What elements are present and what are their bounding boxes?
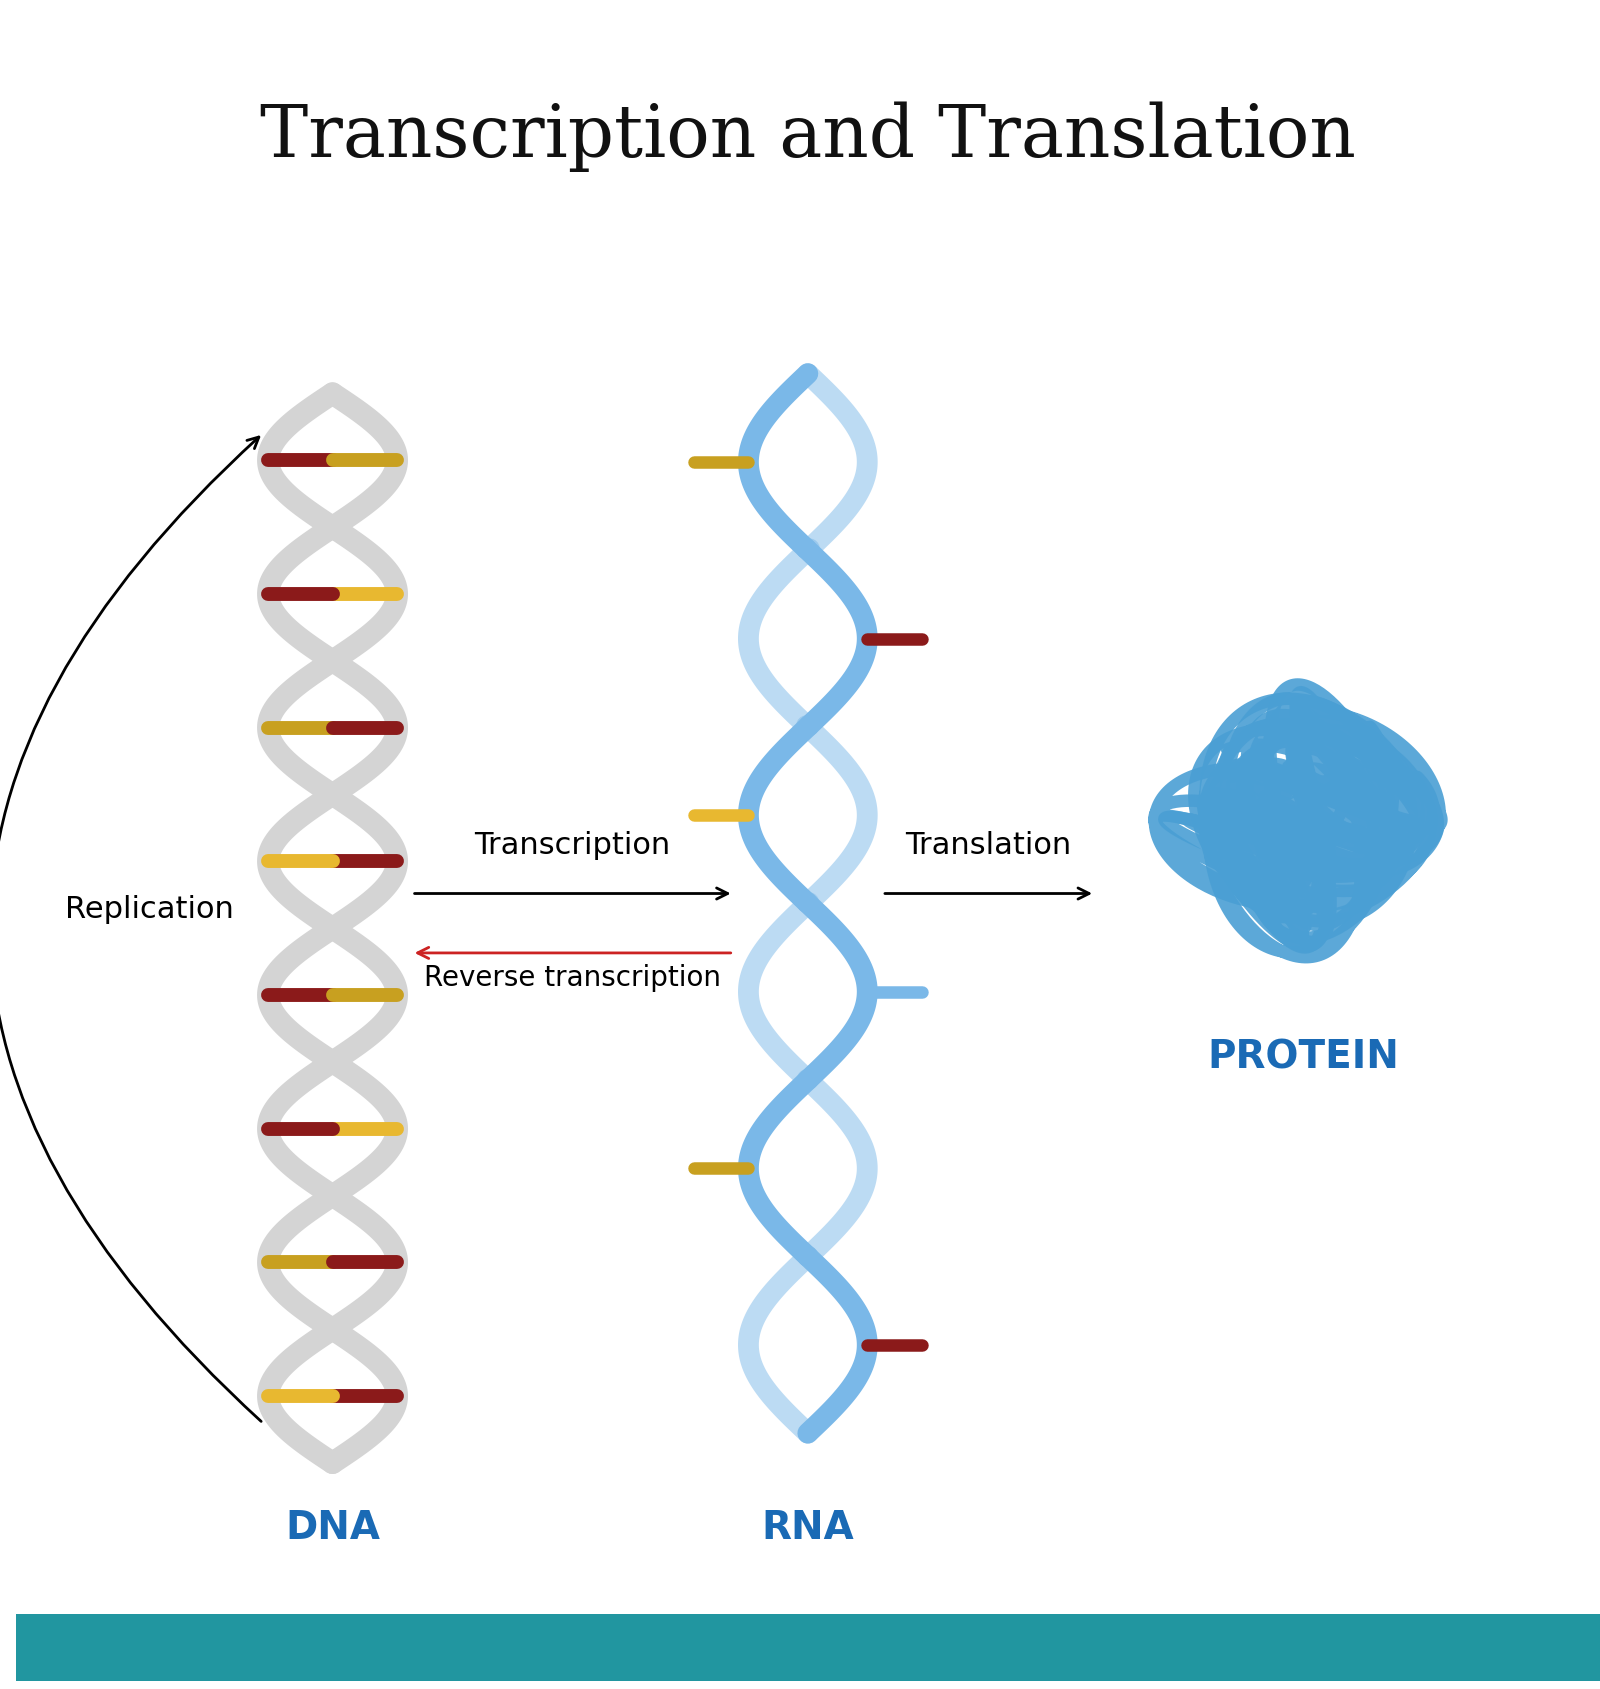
Text: Translation: Translation xyxy=(906,831,1072,860)
Text: Transcription: Transcription xyxy=(475,831,670,860)
Text: PROTEIN: PROTEIN xyxy=(1206,1039,1398,1076)
Text: Reverse transcription: Reverse transcription xyxy=(424,963,722,991)
Text: RNA: RNA xyxy=(762,1508,854,1547)
Text: DNA: DNA xyxy=(285,1508,381,1547)
Text: Replication: Replication xyxy=(66,895,234,924)
Text: Transcription and Translation: Transcription and Translation xyxy=(259,101,1355,172)
Bar xyxy=(16,1613,1600,1681)
